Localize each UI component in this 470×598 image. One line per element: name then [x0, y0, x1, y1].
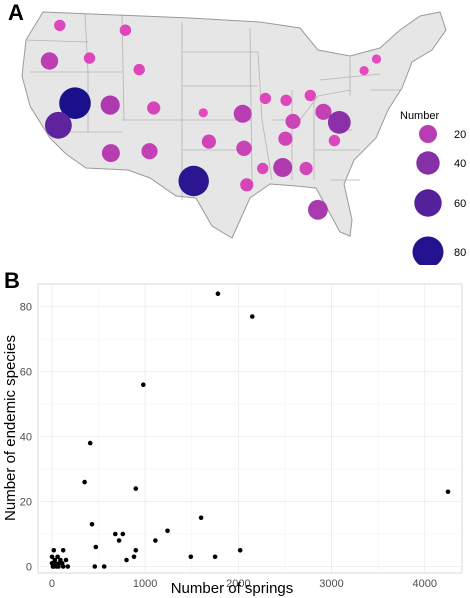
map-point-2: [83, 52, 96, 64]
map-point-7: [100, 95, 120, 115]
scatter-point-13: [116, 538, 122, 543]
map-point-0: [54, 19, 66, 32]
map-point-4: [133, 63, 145, 76]
map-point-6: [45, 111, 72, 139]
scatter-point-27: [55, 554, 60, 560]
scatter-point-6: [445, 489, 451, 495]
map-point-20: [285, 113, 301, 129]
y-tick-label: 0: [26, 562, 32, 574]
map-point-23: [273, 158, 293, 177]
scatter-point-21: [124, 557, 129, 563]
scatter-point-30: [65, 564, 71, 569]
map-point-29: [359, 66, 369, 76]
scatter-point-10: [113, 531, 118, 537]
scatter-point-25: [49, 554, 55, 560]
scatter-point-20: [60, 548, 66, 553]
scatter-point-39: [51, 564, 57, 569]
axis-ticks: 0 1000 2000 3000 4000 0 20 40 60 80: [20, 302, 437, 590]
legend-swatch-80: [412, 236, 444, 265]
legend-label-80: 80: [454, 247, 466, 259]
map-point-17: [259, 92, 272, 105]
map-point-15: [236, 140, 252, 156]
map-point-19: [304, 89, 316, 102]
map-point-26: [327, 111, 351, 134]
y-tick-label: 20: [20, 497, 32, 509]
scatter-point-11: [120, 531, 126, 537]
map-point-24: [299, 161, 313, 176]
scatter-point-23: [101, 564, 107, 569]
map-point-14: [233, 104, 252, 123]
map-point-25: [315, 103, 332, 120]
scatter-point-18: [212, 554, 218, 560]
map-point-16: [240, 178, 254, 192]
scatter-point-22: [92, 564, 98, 569]
legend-title: Number: [400, 110, 439, 122]
map-point-13: [201, 134, 216, 149]
scatter-point-14: [93, 544, 99, 550]
scatter-point-16: [131, 554, 137, 560]
map-background: [21, 11, 447, 239]
map-point-12: [198, 108, 208, 118]
y-tick-label: 40: [20, 432, 32, 444]
map-point-3: [119, 24, 132, 36]
y-axis-label: Number of endemic species: [2, 335, 19, 521]
map-points: [40, 19, 382, 220]
legend-label-40: 40: [454, 158, 466, 170]
panel-label-b: B: [4, 268, 20, 293]
map-point-10: [141, 143, 158, 160]
scatter-point-17: [237, 548, 243, 553]
legend-swatch-40: [416, 151, 440, 175]
map-point-5: [59, 87, 91, 119]
us-outline: [21, 11, 447, 239]
scatter-point-15: [133, 548, 139, 553]
x-tick-label: 4000: [412, 578, 436, 590]
map-point-18: [280, 94, 292, 107]
y-tick-label: 60: [20, 367, 32, 379]
scatter-point-35: [63, 557, 69, 563]
scatter-point-3: [87, 440, 93, 446]
x-axis-label: Number of springs: [171, 580, 294, 597]
map-point-9: [101, 144, 120, 163]
x-tick-label: 0: [49, 578, 55, 590]
legend-label-20: 20: [454, 129, 466, 141]
scatter-point-8: [198, 515, 204, 521]
legend-label-60: 60: [454, 198, 466, 210]
scatter-point-5: [133, 486, 139, 491]
scatter-points: [49, 291, 451, 569]
map-point-11: [178, 165, 209, 197]
scatter-point-1: [250, 314, 255, 319]
map-point-1: [40, 52, 59, 70]
scatter-point-7: [89, 522, 95, 527]
legend-swatch-20: [419, 125, 437, 143]
map-point-27: [328, 134, 341, 147]
scatter-point-9: [165, 528, 170, 534]
map-point-22: [257, 162, 269, 175]
map-point-30: [371, 54, 382, 64]
scatter-plot: 0 1000 2000 3000 4000 0 20 40 60 80 Number of spr…: [2, 283, 463, 597]
map-point-8: [147, 101, 161, 115]
x-tick-label: 1000: [133, 578, 157, 590]
plot-panel: [37, 283, 463, 574]
panel-label-a: A: [8, 0, 24, 25]
scatter-point-38: [57, 561, 62, 566]
map-point-28: [308, 199, 328, 220]
x-tick-label: 3000: [319, 578, 343, 590]
legend-swatch-60: [414, 189, 442, 217]
plot-grid: [38, 284, 462, 573]
scatter-point-19: [188, 554, 194, 560]
scatter-point-24: [51, 548, 57, 553]
x-tick-label: 2000: [226, 578, 250, 590]
scatter-point-2: [141, 382, 146, 387]
map-legend: Number 20 40 60 80: [400, 110, 466, 265]
scatter-point-0: [215, 291, 221, 296]
us-map: Number 20 40 60 80: [21, 11, 466, 265]
scatter-point-4: [82, 479, 87, 485]
scatter-point-12: [153, 538, 158, 543]
y-tick-label: 80: [20, 302, 32, 314]
map-point-21: [278, 131, 293, 146]
